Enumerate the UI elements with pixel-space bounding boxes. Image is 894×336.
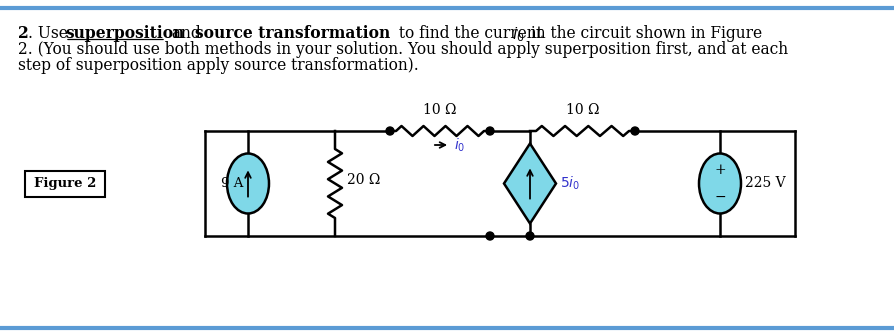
Text: $5i_0$: $5i_0$: [560, 175, 579, 192]
Text: 20 Ω: 20 Ω: [347, 173, 380, 187]
Circle shape: [485, 127, 493, 135]
Ellipse shape: [227, 154, 269, 213]
Text: $i_0$: $i_0$: [511, 25, 524, 44]
Text: step of superposition apply source transformation).: step of superposition apply source trans…: [18, 57, 418, 74]
Text: −: −: [713, 190, 725, 204]
Text: Figure 2: Figure 2: [34, 177, 96, 190]
Circle shape: [630, 127, 638, 135]
Text: source transformation: source transformation: [195, 25, 390, 42]
Text: 10 Ω: 10 Ω: [565, 103, 599, 117]
Text: superposition: superposition: [65, 25, 184, 42]
Text: and: and: [167, 25, 206, 42]
Text: $i_0$: $i_0$: [453, 136, 465, 154]
Text: 225 V: 225 V: [744, 176, 785, 191]
Circle shape: [526, 232, 534, 240]
Text: . Use: . Use: [28, 25, 72, 42]
Circle shape: [385, 127, 393, 135]
Ellipse shape: [698, 154, 740, 213]
Text: +: +: [713, 164, 725, 177]
Text: 10 Ω: 10 Ω: [423, 103, 456, 117]
Text: in the circuit shown in Figure: in the circuit shown in Figure: [526, 25, 762, 42]
Text: 2: 2: [18, 25, 29, 42]
Text: 2. (You should use both methods in your solution. You should apply superposition: 2. (You should use both methods in your …: [18, 41, 788, 58]
Polygon shape: [503, 143, 555, 223]
FancyBboxPatch shape: [25, 170, 105, 197]
Circle shape: [485, 232, 493, 240]
Text: to find the current: to find the current: [393, 25, 547, 42]
Text: 9 A: 9 A: [221, 177, 243, 190]
